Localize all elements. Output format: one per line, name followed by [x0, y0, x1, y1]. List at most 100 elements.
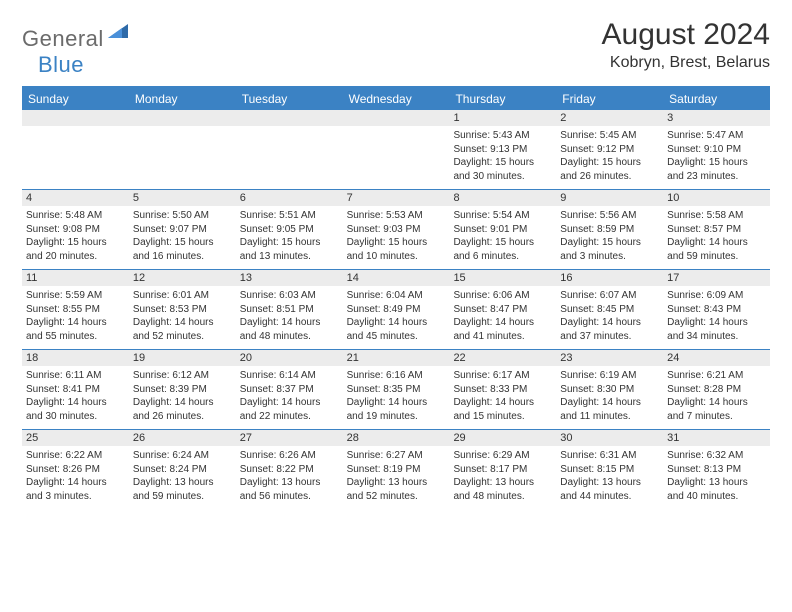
day-number: 22 [449, 350, 556, 366]
sunset-text: Sunset: 8:53 PM [133, 303, 232, 317]
daylight-text: Daylight: 14 hours and 59 minutes. [667, 236, 766, 263]
day-number: 23 [556, 350, 663, 366]
daylight-text: Daylight: 14 hours and 26 minutes. [133, 396, 232, 423]
cell-body: Sunrise: 6:27 AMSunset: 8:19 PMDaylight:… [343, 446, 450, 509]
sunset-text: Sunset: 8:17 PM [453, 463, 552, 477]
cell-body: Sunrise: 5:48 AMSunset: 9:08 PMDaylight:… [22, 206, 129, 269]
day-number: 28 [343, 430, 450, 446]
dayhead-wed: Wednesday [343, 88, 450, 110]
cell-body: Sunrise: 6:31 AMSunset: 8:15 PMDaylight:… [556, 446, 663, 509]
daylight-text: Daylight: 15 hours and 20 minutes. [26, 236, 125, 263]
calendar-cell: 5Sunrise: 5:50 AMSunset: 9:07 PMDaylight… [129, 190, 236, 269]
sunrise-text: Sunrise: 6:19 AM [560, 369, 659, 383]
sunrise-text: Sunrise: 6:04 AM [347, 289, 446, 303]
sunset-text: Sunset: 8:22 PM [240, 463, 339, 477]
sunrise-text: Sunrise: 5:48 AM [26, 209, 125, 223]
daylight-text: Daylight: 13 hours and 44 minutes. [560, 476, 659, 503]
title-block: August 2024 Kobryn, Brest, Belarus [602, 18, 770, 72]
sunrise-text: Sunrise: 5:56 AM [560, 209, 659, 223]
sunset-text: Sunset: 8:39 PM [133, 383, 232, 397]
cell-body: Sunrise: 6:26 AMSunset: 8:22 PMDaylight:… [236, 446, 343, 509]
sunrise-text: Sunrise: 6:26 AM [240, 449, 339, 463]
calendar-cell: 22Sunrise: 6:17 AMSunset: 8:33 PMDayligh… [449, 350, 556, 429]
sunset-text: Sunset: 8:33 PM [453, 383, 552, 397]
day-number: 1 [449, 110, 556, 126]
sunrise-text: Sunrise: 6:01 AM [133, 289, 232, 303]
day-number: 17 [663, 270, 770, 286]
daylight-text: Daylight: 14 hours and 15 minutes. [453, 396, 552, 423]
cell-body: Sunrise: 5:54 AMSunset: 9:01 PMDaylight:… [449, 206, 556, 269]
daylight-text: Daylight: 14 hours and 7 minutes. [667, 396, 766, 423]
daylight-text: Daylight: 14 hours and 48 minutes. [240, 316, 339, 343]
calendar-cell: 31Sunrise: 6:32 AMSunset: 8:13 PMDayligh… [663, 430, 770, 509]
sunset-text: Sunset: 9:12 PM [560, 143, 659, 157]
cell-body: Sunrise: 6:29 AMSunset: 8:17 PMDaylight:… [449, 446, 556, 509]
calendar: Sunday Monday Tuesday Wednesday Thursday… [22, 86, 770, 509]
calendar-cell [22, 110, 129, 189]
day-header-row: Sunday Monday Tuesday Wednesday Thursday… [22, 88, 770, 110]
dayhead-mon: Monday [129, 88, 236, 110]
day-number: 20 [236, 350, 343, 366]
sunset-text: Sunset: 9:10 PM [667, 143, 766, 157]
logo-word1: General [22, 26, 104, 52]
day-number: 3 [663, 110, 770, 126]
daylight-text: Daylight: 15 hours and 6 minutes. [453, 236, 552, 263]
calendar-week: 25Sunrise: 6:22 AMSunset: 8:26 PMDayligh… [22, 430, 770, 509]
sunset-text: Sunset: 9:05 PM [240, 223, 339, 237]
calendar-cell: 6Sunrise: 5:51 AMSunset: 9:05 PMDaylight… [236, 190, 343, 269]
calendar-week: 1Sunrise: 5:43 AMSunset: 9:13 PMDaylight… [22, 110, 770, 190]
calendar-cell: 26Sunrise: 6:24 AMSunset: 8:24 PMDayligh… [129, 430, 236, 509]
daylight-text: Daylight: 14 hours and 34 minutes. [667, 316, 766, 343]
cell-body: Sunrise: 6:21 AMSunset: 8:28 PMDaylight:… [663, 366, 770, 429]
day-number: 4 [22, 190, 129, 206]
sunset-text: Sunset: 8:24 PM [133, 463, 232, 477]
sunset-text: Sunset: 8:30 PM [560, 383, 659, 397]
daylight-text: Daylight: 13 hours and 52 minutes. [347, 476, 446, 503]
sunset-text: Sunset: 9:07 PM [133, 223, 232, 237]
sunrise-text: Sunrise: 6:06 AM [453, 289, 552, 303]
calendar-cell: 2Sunrise: 5:45 AMSunset: 9:12 PMDaylight… [556, 110, 663, 189]
dayhead-sat: Saturday [663, 88, 770, 110]
day-number: 10 [663, 190, 770, 206]
calendar-cell: 11Sunrise: 5:59 AMSunset: 8:55 PMDayligh… [22, 270, 129, 349]
sunrise-text: Sunrise: 6:21 AM [667, 369, 766, 383]
daylight-text: Daylight: 13 hours and 48 minutes. [453, 476, 552, 503]
day-number: 9 [556, 190, 663, 206]
sunset-text: Sunset: 8:15 PM [560, 463, 659, 477]
cell-body: Sunrise: 5:50 AMSunset: 9:07 PMDaylight:… [129, 206, 236, 269]
day-number: 16 [556, 270, 663, 286]
sunrise-text: Sunrise: 5:50 AM [133, 209, 232, 223]
calendar-cell: 20Sunrise: 6:14 AMSunset: 8:37 PMDayligh… [236, 350, 343, 429]
day-number: 12 [129, 270, 236, 286]
dayhead-fri: Friday [556, 88, 663, 110]
daylight-text: Daylight: 14 hours and 45 minutes. [347, 316, 446, 343]
calendar-cell: 7Sunrise: 5:53 AMSunset: 9:03 PMDaylight… [343, 190, 450, 269]
sunset-text: Sunset: 8:37 PM [240, 383, 339, 397]
sunrise-text: Sunrise: 5:59 AM [26, 289, 125, 303]
daylight-text: Daylight: 14 hours and 30 minutes. [26, 396, 125, 423]
logo: General [22, 24, 130, 53]
calendar-cell [129, 110, 236, 189]
calendar-cell: 15Sunrise: 6:06 AMSunset: 8:47 PMDayligh… [449, 270, 556, 349]
day-number: 2 [556, 110, 663, 126]
cell-body: Sunrise: 5:43 AMSunset: 9:13 PMDaylight:… [449, 126, 556, 189]
day-number: 19 [129, 350, 236, 366]
daylight-text: Daylight: 14 hours and 19 minutes. [347, 396, 446, 423]
calendar-cell [236, 110, 343, 189]
logo-triangle-icon [108, 24, 128, 43]
calendar-cell: 4Sunrise: 5:48 AMSunset: 9:08 PMDaylight… [22, 190, 129, 269]
calendar-cell: 30Sunrise: 6:31 AMSunset: 8:15 PMDayligh… [556, 430, 663, 509]
sunrise-text: Sunrise: 6:16 AM [347, 369, 446, 383]
calendar-cell: 9Sunrise: 5:56 AMSunset: 8:59 PMDaylight… [556, 190, 663, 269]
day-number: 15 [449, 270, 556, 286]
cell-body: Sunrise: 6:22 AMSunset: 8:26 PMDaylight:… [22, 446, 129, 509]
day-number: 6 [236, 190, 343, 206]
daylight-text: Daylight: 14 hours and 55 minutes. [26, 316, 125, 343]
cell-body [22, 126, 129, 188]
calendar-cell: 13Sunrise: 6:03 AMSunset: 8:51 PMDayligh… [236, 270, 343, 349]
sunset-text: Sunset: 8:49 PM [347, 303, 446, 317]
daylight-text: Daylight: 13 hours and 56 minutes. [240, 476, 339, 503]
day-number: 7 [343, 190, 450, 206]
sunrise-text: Sunrise: 5:58 AM [667, 209, 766, 223]
dayhead-sun: Sunday [22, 88, 129, 110]
